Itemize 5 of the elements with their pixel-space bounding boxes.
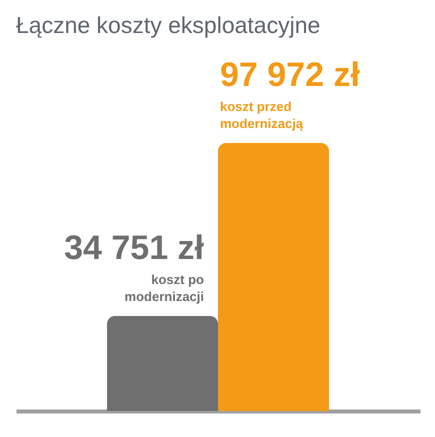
x-tick-label: koszt po modernizacji <box>124 272 204 304</box>
x-tick-label: koszt przed modernizacją <box>220 99 304 131</box>
data-label: 34 751 zł <box>64 228 205 267</box>
chart-title: Łączne koszty eksploatacyjne <box>16 12 320 38</box>
data-label: 97 972 zł <box>220 56 360 94</box>
